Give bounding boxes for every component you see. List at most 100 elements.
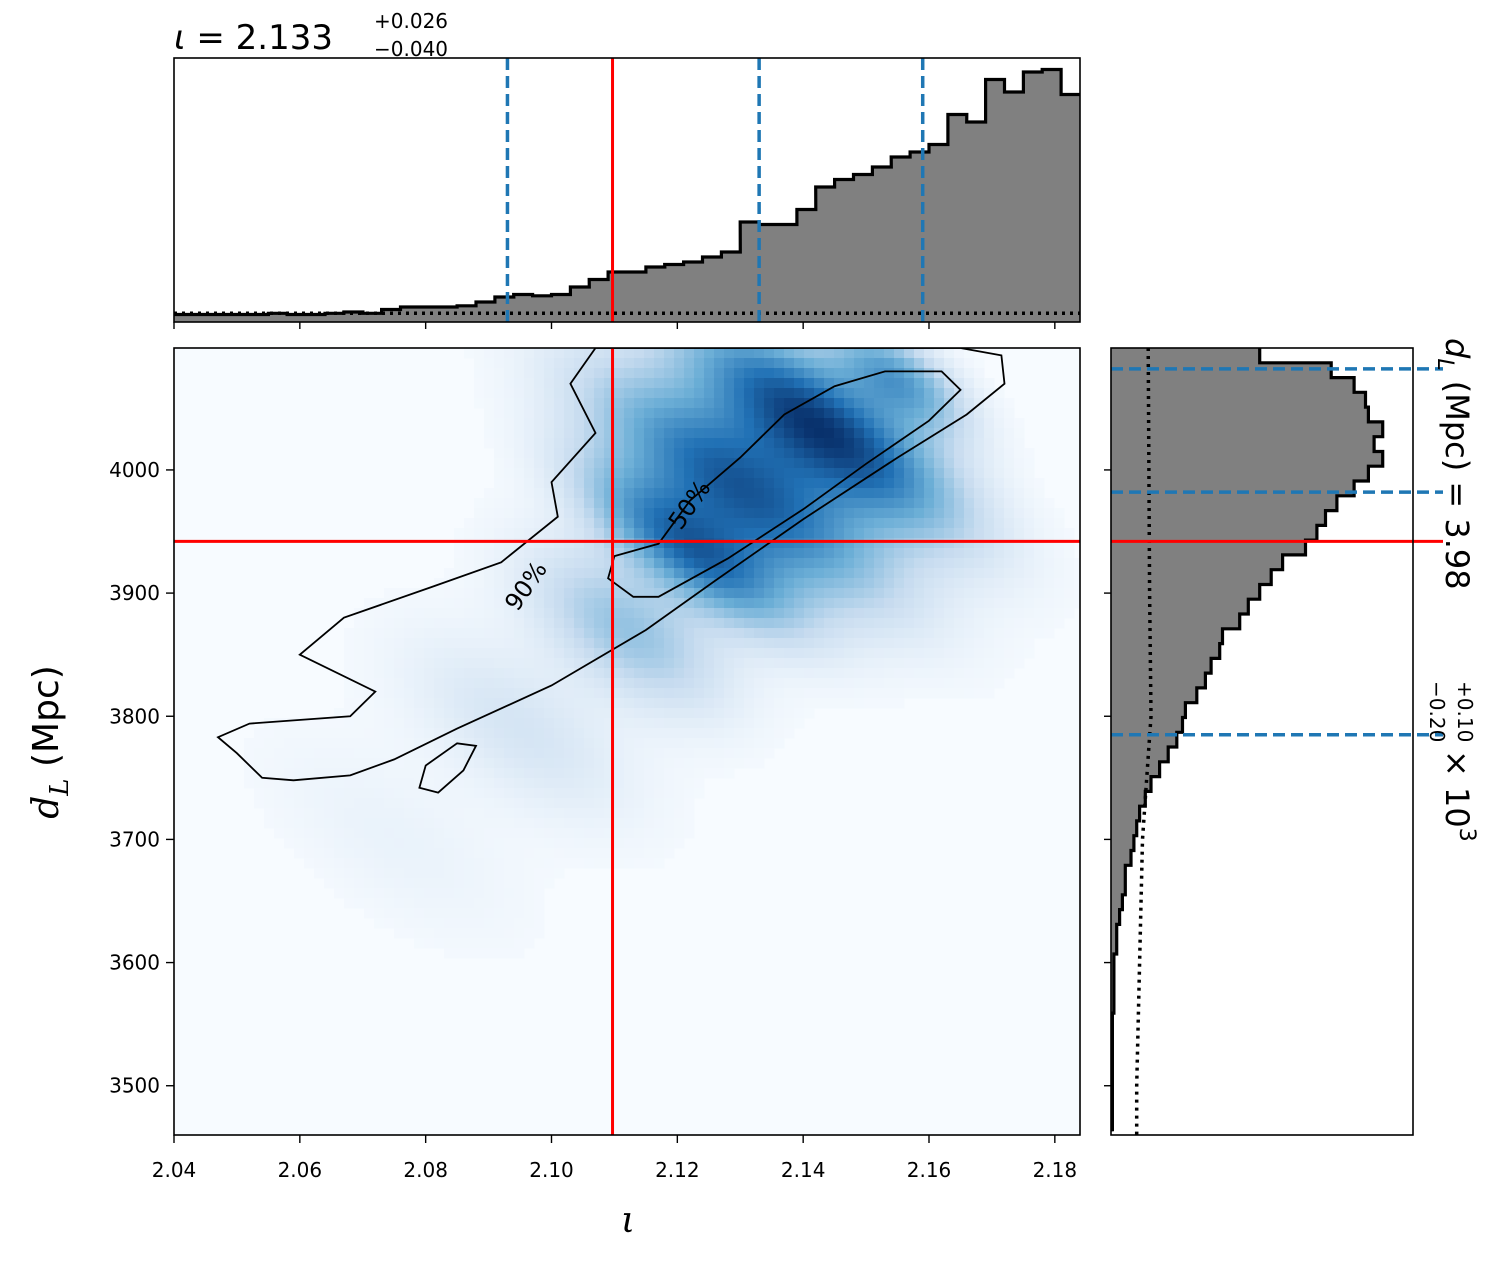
density-cell [744,718,755,729]
density-cell [734,658,745,669]
density-cell [694,618,705,629]
density-cell [614,818,625,829]
density-cell [484,518,495,529]
contour-group [216,348,1006,794]
y-tick-label: 3800 [109,704,160,728]
density-cell [874,438,885,449]
density-cell [304,778,315,789]
density-cell [764,718,775,729]
density-cell [924,688,935,699]
density-cell [754,728,765,739]
density-cell [724,668,735,679]
top-hist-bar [853,174,873,322]
density-cell [944,588,955,599]
svg-text:ι = 2.133: ι = 2.133 [174,18,333,58]
density-cell [574,448,585,459]
density-cell [564,858,575,869]
density-cell [754,418,765,429]
density-cell [584,558,595,569]
top-frame [173,57,1081,323]
top-hist-bar [1023,72,1043,322]
density-cell [404,868,415,879]
density-cell [774,368,785,379]
density-cell [844,408,855,419]
density-cell [494,398,505,409]
density-cell [384,588,395,599]
density-cell [344,748,355,759]
density-cell [854,518,865,529]
density-cell [774,648,785,659]
density-cell [654,858,665,869]
density-cell [824,488,835,499]
density-cell [604,658,615,669]
density-cell [634,528,645,539]
density-cell [714,448,725,459]
density-cell [524,528,535,539]
density-cell [714,548,725,559]
density-cell [684,358,695,369]
density-cell [514,498,525,509]
density-cell [524,678,535,689]
right-hist-bar [1111,421,1383,438]
density-cell [284,738,295,749]
density-cell [704,398,715,409]
density-cell [994,508,1005,519]
density-cell [824,378,835,389]
density-cell [904,378,915,389]
density-cell [914,448,925,459]
density-cell [404,898,415,909]
density-cell [564,778,575,789]
density-cell [514,608,525,619]
density-cell [514,798,525,809]
density-cell [644,398,655,409]
density-cell [584,828,595,839]
density-cell [954,478,965,489]
density-cell [1064,608,1075,619]
density-cell [424,878,435,889]
density-cell [814,448,825,459]
density-cell [954,648,965,659]
density-cell [824,678,835,689]
density-cell [804,498,815,509]
density-cell [1034,548,1045,559]
density-cell [944,628,955,639]
density-cell [654,828,665,839]
density-cell [1074,588,1080,599]
density-cell [874,548,885,559]
density-cell [844,348,855,359]
density-cell [494,938,505,949]
density-cell [454,918,465,929]
density-cell [624,398,635,409]
density-cell [794,558,805,569]
density-cell [994,678,1005,689]
density-cell [554,628,565,639]
density-cell [964,418,975,429]
density-cell [434,738,445,749]
density-cell [464,348,475,359]
density-cell [444,638,455,649]
density-cell [934,668,945,679]
density-cell [624,778,635,789]
density-cell [604,828,615,839]
density-cell [884,638,895,649]
density-cell [1004,468,1015,479]
density-cell [734,628,745,639]
density-cell [664,698,675,709]
density-cell [1024,488,1035,499]
density-cell [514,478,525,489]
density-cell [574,558,585,569]
density-cell [304,838,315,849]
density-cell [774,688,785,699]
density-cell [964,488,975,499]
density-cell [534,858,545,869]
density-cell [614,488,625,499]
density-cell [804,518,815,529]
density-cell [504,718,515,729]
density-cell [774,348,785,359]
top-hist-bar [985,79,1005,322]
density-cell [614,538,625,549]
density-cell [594,558,605,569]
density-cell [724,508,735,519]
density-cell [654,508,665,519]
density-cell [794,658,805,669]
